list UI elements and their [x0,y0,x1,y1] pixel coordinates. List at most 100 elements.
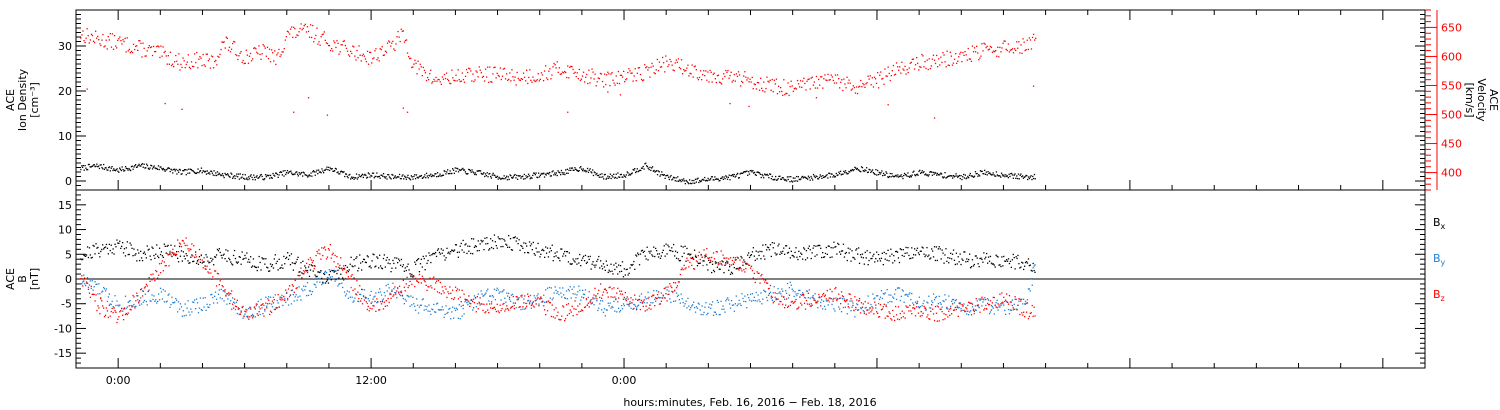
ion-density-series-point [764,174,767,176]
bz-series-point [723,257,725,259]
velocity-series-point [178,53,180,55]
by-series-point [344,295,347,297]
bx-series-point [599,267,601,269]
bx-series-point [656,250,658,252]
velocity-series-point [529,69,531,71]
by-series-point [452,306,454,308]
bz-series-point [154,280,156,282]
velocity-series-point [547,78,549,81]
velocity-series-point [173,66,175,68]
bz-series-point [459,296,461,298]
bz-series-point [432,277,434,280]
bx-series-point [407,263,409,265]
by-series-point [666,289,668,291]
by-series-point [288,296,291,298]
velocity-series-point [756,81,759,84]
velocity-series-point [819,84,821,86]
bx-series-point [937,248,939,250]
velocity-series-point [176,60,178,62]
by-series-point [174,301,176,303]
bx-series-point [882,264,884,266]
velocity-series-point [559,73,561,75]
by-series-point [1021,298,1023,300]
bx-series-point [303,273,305,275]
bx-series-point [1019,267,1021,269]
ion-density-series-point [914,175,917,177]
ion-density-series-point [409,178,411,180]
by-series-point [186,307,188,309]
bz-series-point [568,313,570,315]
bx-series-point [86,246,89,248]
bz-series-point [585,298,588,300]
bz-series-point [91,293,93,295]
ion-density-series-point [538,176,541,178]
bz-series-point [468,295,470,297]
bz-series-point [694,254,697,256]
bx-series-point [101,248,103,251]
bx-series-point [633,260,635,263]
bz-series-point [597,293,599,295]
bx-series-point [393,262,395,265]
bz-series-point [183,242,185,244]
velocity-series-point [516,71,518,74]
ion-density-series-point [654,171,656,173]
bz-series-point [225,295,227,297]
bx-series-point [720,263,722,265]
velocity-series-point [718,81,721,83]
velocity-series-point [881,78,883,80]
bx-series-point [709,261,711,264]
bx-series-point [824,252,827,255]
velocity-series-point [683,69,685,71]
ion-density-series-point [422,177,424,179]
by-series-point [898,287,901,289]
bz-series-point [689,261,691,264]
bx-series-point [822,252,824,254]
velocity-series-point [969,58,971,60]
ion-density-series-point [150,164,152,166]
bx-series-point [518,239,520,241]
velocity-series-point [639,73,642,76]
ion-density-series-point [978,174,980,176]
by-series-point [932,301,934,304]
bz-series-point [488,312,490,314]
ion-density-series-point [652,170,654,172]
bz-series-point [452,289,454,291]
by-series-point [991,306,993,308]
bx-series-point [166,245,168,247]
ion-density-series-point [961,178,963,181]
bz-series-point [387,297,389,300]
velocity-series-point [996,55,998,57]
by-series-point [966,313,968,315]
bx-series-point [470,252,472,255]
velocity-series-point [699,70,702,72]
bx-series-point [694,256,697,258]
bz-series-point [534,300,536,302]
bx-series-point [252,258,255,260]
bx-series-point [601,268,604,270]
ion-density-series-point [382,173,385,175]
ion-density-series-point [764,173,766,175]
bz-series-point [122,314,124,316]
bx-series-point [745,263,747,265]
bx-series-point [743,259,745,261]
ion-density-series-point [1016,177,1019,180]
bz-series-point [434,288,436,290]
by-series-point [798,289,800,292]
bz-series-point [524,295,526,297]
by-series-point [507,295,509,297]
bx-series-point [971,259,974,261]
by-series-point [268,296,270,298]
bz-series-point [90,285,92,287]
velocity-series-point [660,66,663,68]
velocity-series-point [679,68,682,70]
ion-density-series-point [543,172,545,174]
by-series-point [538,303,540,305]
bx-series-point [175,254,177,257]
ion-density-series-point [174,170,176,172]
velocity-series-point [376,59,378,61]
bz-series-point [202,267,204,269]
bx-series-point [512,237,514,239]
by-series-point [498,292,500,294]
by-series-point [248,307,250,310]
